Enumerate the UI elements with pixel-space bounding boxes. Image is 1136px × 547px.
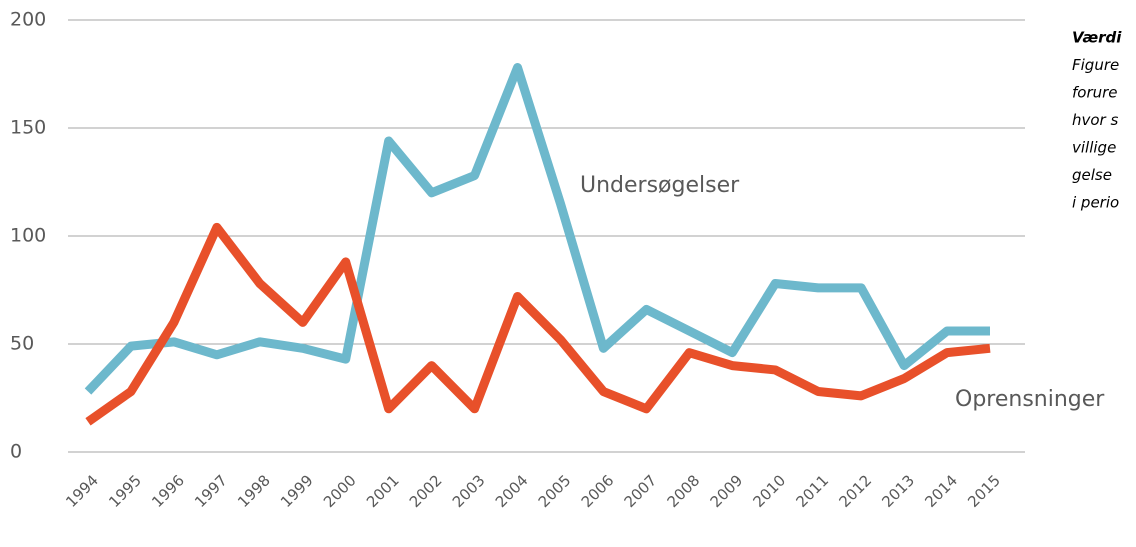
x-tick-label: 2009 (707, 471, 747, 511)
note-line: i perio (1072, 194, 1119, 212)
y-tick-label: 0 (10, 441, 22, 463)
y-tick-label: 150 (10, 117, 46, 139)
note-line: forure (1072, 84, 1118, 102)
x-tick-label: 2000 (320, 471, 360, 511)
x-tick-label: 2001 (363, 471, 403, 511)
note-line: gelse (1072, 166, 1112, 184)
x-tick-label: 2011 (792, 471, 832, 511)
series-line (84, 63, 990, 395)
x-tick-label: 2008 (664, 471, 704, 511)
series-label: Oprensninger (955, 387, 1105, 412)
x-tick-label: 2012 (835, 471, 875, 511)
x-tick-label: 1995 (105, 471, 145, 511)
series-label: Undersøgelser (580, 173, 740, 198)
note-line: Figure (1072, 56, 1119, 74)
note-line: villige (1072, 139, 1116, 157)
x-tick-label: 2005 (535, 471, 575, 511)
x-tick-label: 2007 (621, 471, 661, 511)
x-tick-label: 2013 (878, 471, 918, 511)
x-tick-label: 2003 (449, 471, 489, 511)
y-tick-label: 200 (10, 9, 46, 31)
x-tick-label: 2002 (406, 471, 446, 511)
x-tick-label: 2015 (964, 471, 1004, 511)
y-tick-label: 100 (10, 225, 46, 247)
x-tick-label: 1994 (62, 471, 102, 511)
x-tick-label: 1996 (148, 471, 188, 511)
x-tick-label: 1998 (234, 471, 274, 511)
x-tick-label: 1999 (277, 471, 317, 511)
note-line: hvor s (1072, 111, 1118, 129)
x-tick-label: 2006 (578, 471, 618, 511)
note-line: Værdi (1072, 29, 1122, 47)
series-line (85, 222, 991, 426)
x-tick-label: 2014 (921, 471, 961, 511)
x-tick-label: 2004 (492, 471, 532, 511)
x-tick-label: 1997 (191, 471, 231, 511)
y-tick-label: 50 (10, 333, 34, 355)
x-tick-label: 2010 (750, 471, 790, 511)
